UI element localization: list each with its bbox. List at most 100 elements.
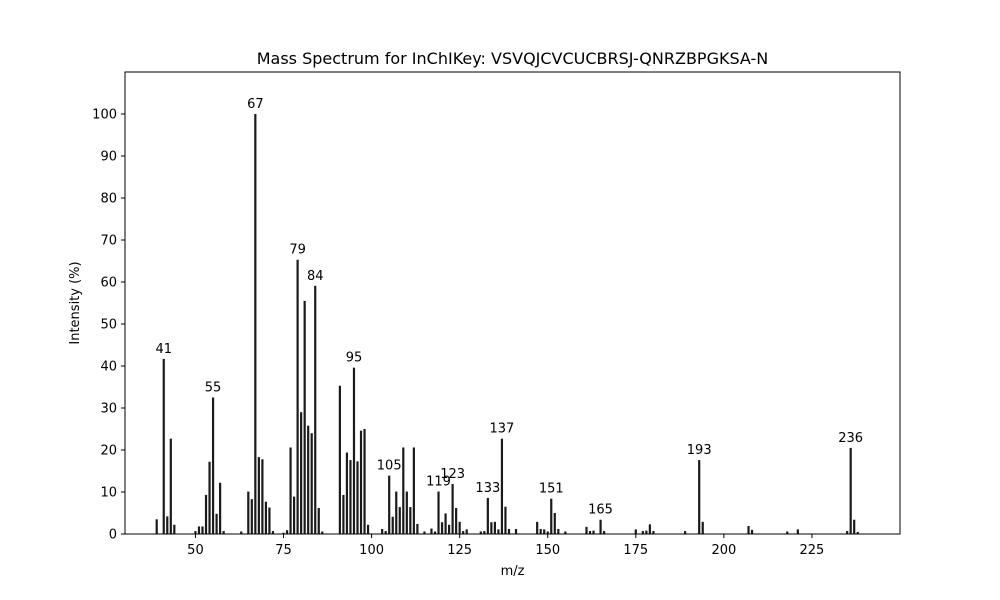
peak-bar-161 [585, 526, 588, 534]
peak-bar-120 [440, 522, 444, 534]
peak-bar-94 [349, 460, 352, 534]
peak-bar-110 [405, 491, 408, 534]
peak-bar-148 [539, 528, 542, 534]
plot-frame [124, 71, 901, 535]
y-tick-label-0: 0 [109, 528, 117, 543]
peak-bar-151 [550, 498, 553, 534]
x-tick-label-75: 75 [275, 543, 292, 558]
peak-bar-238 [856, 531, 859, 534]
peak-bar-42 [166, 516, 169, 534]
peak-bar-75 [282, 532, 285, 534]
peak-label-41: 41 [155, 342, 172, 357]
x-tick-label-225: 225 [800, 543, 825, 558]
peak-bar-126 [462, 531, 465, 534]
peak-bar-135 [493, 521, 496, 534]
peak-bar-97 [359, 430, 363, 534]
peak-bar-139 [507, 528, 511, 534]
peak-bar-65 [247, 491, 250, 534]
x-tick-label-125: 125 [447, 543, 472, 558]
peak-bar-93 [345, 452, 349, 534]
peak-bar-55 [211, 397, 215, 534]
peak-bar-103 [381, 528, 384, 534]
peak-bar-137 [500, 438, 504, 534]
peak-bar-127 [465, 529, 468, 534]
peak-label-67: 67 [247, 97, 264, 112]
peak-bar-119 [437, 491, 440, 534]
peak-label-133: 133 [475, 481, 500, 496]
peak-label-123: 123 [440, 467, 465, 482]
peak-bar-162 [588, 531, 592, 534]
peak-bar-163 [592, 530, 595, 534]
peak-bar-82 [307, 425, 310, 534]
peak-bar-67 [254, 114, 257, 534]
x-axis: 50 75 100 125 150 175 200 225 [187, 534, 824, 558]
peak-bar-41 [162, 358, 165, 534]
peak-bar-92 [342, 494, 345, 534]
peak-bar-236 [849, 447, 852, 534]
y-tick-label-40: 40 [100, 360, 117, 375]
x-tick-label-100: 100 [359, 543, 384, 558]
peak-bar-95 [352, 367, 356, 534]
peak-bar-53 [204, 494, 208, 534]
peak-label-137: 137 [490, 422, 515, 437]
x-tick-label-200: 200 [711, 543, 736, 558]
peak-bar-112 [412, 447, 415, 534]
x-axis-label: m/z [501, 564, 525, 579]
peak-bar-207 [747, 526, 750, 534]
y-tick-label-100: 100 [92, 108, 117, 123]
peak-bar-91 [338, 385, 341, 534]
peak-bar-152 [553, 513, 556, 534]
peak-bar-76 [285, 530, 289, 534]
peak-bar-136 [497, 529, 500, 534]
peak-bar-81 [303, 300, 306, 534]
y-tick-label-20: 20 [100, 444, 117, 459]
peak-bar-78 [292, 496, 296, 534]
peak-bar-193 [698, 460, 701, 534]
peak-bar-134 [490, 522, 493, 534]
peak-label-119: 119 [426, 475, 451, 490]
peak-bar-71 [268, 507, 271, 534]
chart-title: Mass Spectrum for InChIKey: VSVQJCVCUCBR… [257, 49, 769, 68]
peak-bar-115 [423, 531, 426, 534]
peak-bar-147 [536, 521, 539, 534]
peak-bar-175 [634, 529, 637, 534]
y-axis-label: Intensity (%) [68, 261, 83, 344]
peak-bar-194 [701, 521, 704, 534]
peak-bar-180 [652, 531, 655, 534]
peak-bar-117 [430, 528, 433, 534]
peak-bar-80 [300, 412, 303, 534]
peak-bar-39 [155, 519, 158, 534]
peak-bar-68 [257, 457, 260, 534]
peak-bar-54 [208, 461, 211, 534]
peak-bar-86 [321, 531, 324, 534]
peak-bar-235 [846, 531, 849, 534]
peak-bar-111 [409, 507, 412, 534]
peak-bar-85 [317, 507, 320, 534]
peak-bar-99 [366, 524, 370, 534]
peak-label-236: 236 [838, 431, 863, 446]
y-tick-label-30: 30 [100, 402, 117, 417]
peak-bar-107 [395, 491, 398, 534]
peak-bar-149 [543, 529, 546, 534]
peak-bar-84 [314, 285, 317, 534]
y-tick-label-50: 50 [100, 318, 117, 333]
x-tick-label-150: 150 [535, 543, 560, 558]
peak-label-165: 165 [588, 503, 613, 518]
peak-bar-208 [750, 529, 754, 534]
peak-bar-124 [455, 507, 458, 534]
peak-bar-77 [289, 447, 292, 534]
peak-bar-177 [641, 531, 644, 534]
x-tick-label-175: 175 [623, 543, 648, 558]
peak-bar-96 [356, 461, 359, 534]
y-tick-label-60: 60 [100, 276, 117, 291]
peak-bar-133 [486, 497, 489, 534]
peak-bar-189 [684, 531, 687, 534]
peak-label-95: 95 [346, 351, 363, 366]
peak-bar-104 [384, 531, 387, 534]
peak-bar-221 [796, 529, 799, 534]
peak-bar-105 [388, 475, 391, 534]
y-tick-label-80: 80 [100, 192, 117, 207]
peak-bar-155 [564, 531, 567, 534]
peak-label-55: 55 [205, 381, 222, 396]
